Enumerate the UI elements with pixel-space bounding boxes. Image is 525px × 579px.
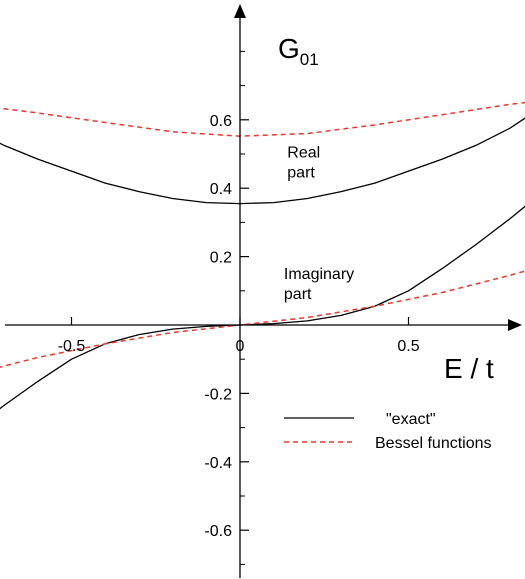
series-exact-imaginary-line <box>0 205 525 410</box>
y-tick-label: -0.4 <box>204 455 232 472</box>
y-tick-label: 0.6 <box>210 113 232 130</box>
tick-labels: -1-0.500.510.60.40.2-0.2-0.4-0.6 <box>58 113 420 540</box>
y-axis-title-sub: 01 <box>300 50 319 69</box>
annotation-text: Real <box>287 144 320 161</box>
annotation-text: part <box>284 286 312 303</box>
series-bessel-imaginary-line <box>0 270 525 368</box>
ticks <box>70 50 410 565</box>
series-bessel-real-line <box>0 101 525 137</box>
y-axis-title-base: G <box>278 33 300 64</box>
annotation-text: Imaginary <box>284 266 354 283</box>
y-tick-label: 0.4 <box>210 181 232 198</box>
y-tick-label: 0.2 <box>210 250 232 267</box>
x-axis-arrowhead <box>508 319 522 331</box>
x-tick-label: 0.5 <box>397 338 419 355</box>
y-tick-label: -0.6 <box>204 523 232 540</box>
annotations: Real part Imaginary part <box>284 144 354 302</box>
legend: "exact" Bessel functions <box>284 411 492 452</box>
axes <box>5 4 522 578</box>
y-axis-title: G01 <box>278 33 319 69</box>
y-tick-label: -0.2 <box>204 386 232 403</box>
legend-label-exact: "exact" <box>386 411 436 428</box>
y-axis-arrowhead <box>234 4 246 18</box>
series-exact-real-line <box>0 117 525 205</box>
x-tick-label: 0 <box>236 338 245 355</box>
x-tick-label: -0.5 <box>58 338 86 355</box>
annotation-text: part <box>287 164 315 181</box>
x-axis-title: E / t <box>444 353 494 384</box>
legend-label-bessel: Bessel functions <box>375 435 492 452</box>
